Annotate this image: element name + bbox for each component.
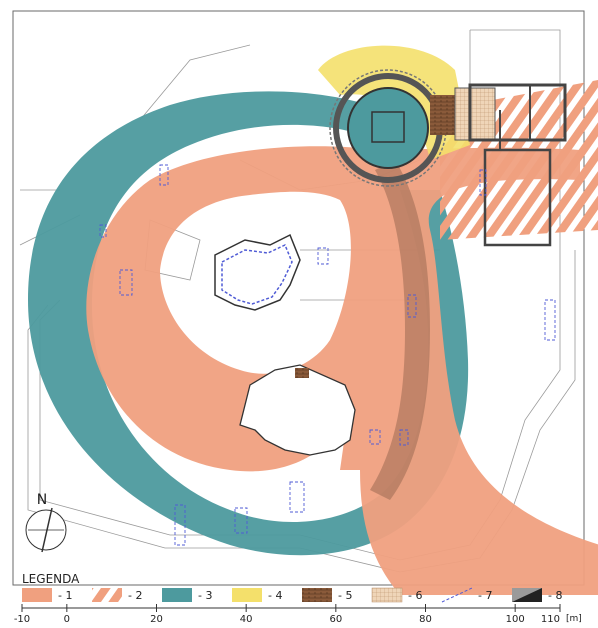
scale-tick-label: 40 — [240, 614, 253, 625]
rotunda-ruin — [329, 69, 496, 187]
band-1-orange — [86, 146, 598, 595]
legend: LEGENDA - 1 - 2 - 3 - 4 - 5 - 6 - 7 - 8 — [22, 572, 562, 603]
band-overlap — [370, 160, 430, 500]
legend-swatch-5 — [302, 588, 332, 602]
legend-label-2: - 2 — [128, 589, 142, 602]
north-arrow-label: N — [37, 492, 47, 508]
legend-label-4: - 4 — [268, 589, 282, 602]
legend-item-8: - 8 — [512, 588, 562, 602]
scale-tick-label: 80 — [419, 614, 432, 625]
legend-item-5: - 5 — [302, 588, 352, 602]
legend-title: LEGENDA — [22, 572, 80, 586]
legend-label-8: - 8 — [548, 589, 562, 602]
scale-tick-label: 100 — [506, 614, 525, 625]
scale-bar: -10 0 20 40 60 80 100 110 [m] — [14, 604, 582, 625]
legend-label-1: - 1 — [58, 589, 72, 602]
east-building-ruins — [468, 83, 567, 247]
lower-ruin — [239, 364, 356, 456]
legend-item-1: - 1 — [22, 588, 72, 602]
scale-tick-label: -10 — [14, 614, 30, 625]
scale-tick-label: 60 — [329, 614, 342, 625]
legend-item-4: - 4 — [232, 588, 282, 602]
scale-unit: [m] — [566, 614, 582, 624]
legend-label-7: - 7 — [478, 589, 492, 602]
legend-item-3: - 3 — [162, 588, 212, 602]
legend-swatch-4 — [232, 588, 262, 602]
legend-item-2: - 2 — [92, 588, 142, 602]
legend-item-7: - 7 — [441, 587, 492, 603]
legend-label-3: - 3 — [198, 589, 212, 602]
scale-tick-label: 0 — [64, 614, 70, 625]
legend-swatch-2 — [92, 588, 122, 602]
map-border — [12, 10, 585, 586]
legend-swatch-8 — [512, 588, 542, 602]
legend-swatch-6 — [371, 587, 403, 603]
legend-swatch-3 — [162, 588, 192, 602]
legend-swatch-7 — [441, 587, 473, 603]
legend-item-6: - 6 — [371, 587, 422, 603]
scale-tick-label: 110 — [541, 614, 560, 625]
legend-label-6: - 6 — [408, 589, 422, 602]
legend-label-5: - 5 — [338, 589, 352, 602]
survey-features-7 — [99, 164, 556, 546]
legend-swatch-1 — [22, 588, 52, 602]
scale-tick-label: 20 — [150, 614, 163, 625]
north-arrow: N — [25, 492, 67, 553]
castle-ruin — [214, 233, 301, 311]
